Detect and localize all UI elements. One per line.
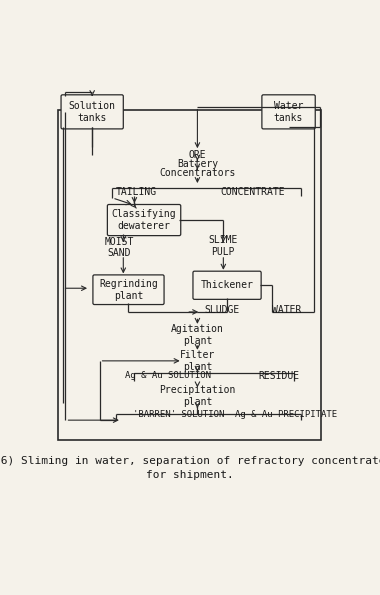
Text: Ag & Au SOLUTION: Ag & Au SOLUTION [125, 371, 211, 380]
Text: Precipitation
plant: Precipitation plant [159, 385, 236, 407]
Text: MOIST
SAND: MOIST SAND [105, 237, 134, 258]
FancyBboxPatch shape [108, 205, 181, 236]
Text: Thickener: Thickener [201, 280, 253, 290]
Text: Water
tanks: Water tanks [274, 101, 303, 123]
Text: SLUDGE: SLUDGE [205, 305, 240, 315]
Text: CONCENTRATE: CONCENTRATE [221, 187, 285, 197]
Text: 'BARREN' SOLUTION: 'BARREN' SOLUTION [133, 410, 225, 419]
Text: Regrinding
plant: Regrinding plant [99, 278, 158, 300]
Text: TAILING: TAILING [116, 187, 157, 197]
Text: ORE: ORE [188, 150, 206, 160]
Text: Agitation
plant: Agitation plant [171, 324, 224, 346]
Text: Solution
tanks: Solution tanks [69, 101, 116, 123]
Bar [58, 111, 321, 440]
Text: (6) Sliming in water, separation of refractory concentrate
for shipment.: (6) Sliming in water, separation of refr… [0, 456, 380, 480]
Text: Ag & Au PRECIPITATE: Ag & Au PRECIPITATE [235, 410, 337, 419]
FancyBboxPatch shape [262, 95, 315, 129]
Text: Battery: Battery [177, 159, 218, 169]
Text: RESIDUE: RESIDUE [258, 371, 299, 381]
Text: SLIME
PULP: SLIME PULP [209, 235, 238, 257]
Text: Concentrators: Concentrators [159, 168, 236, 178]
Text: Filter
plant: Filter plant [180, 350, 215, 372]
FancyBboxPatch shape [93, 275, 164, 305]
Text: WATER: WATER [272, 305, 301, 315]
FancyBboxPatch shape [193, 271, 261, 299]
Text: Classifying
dewaterer: Classifying dewaterer [112, 209, 176, 231]
FancyBboxPatch shape [61, 95, 123, 129]
